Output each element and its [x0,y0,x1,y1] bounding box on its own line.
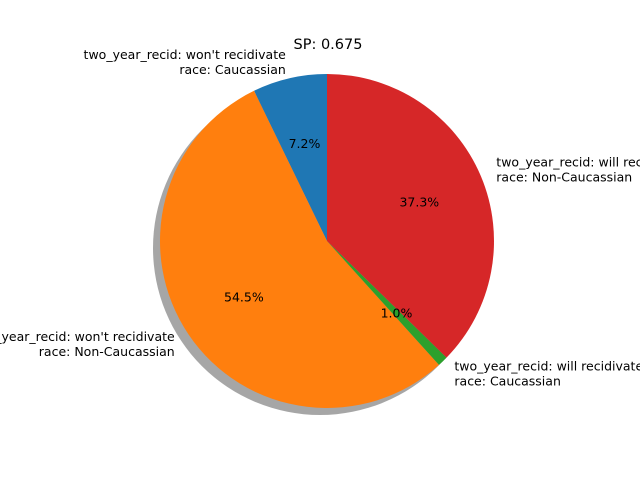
slice-label-line: race: Non-Caucassian [496,170,632,185]
pct-label-1: 7.2% [289,136,321,151]
pie-slice-1 [254,74,327,241]
pie-slices [159,74,494,409]
pie-slice-4 [327,74,494,358]
pct-label-3: 1.0% [381,306,413,321]
pie-slice-2 [159,90,440,409]
chart-title: SP: 0.675 [294,37,363,53]
slice-label-line: two_year_recid: will recidivate [496,155,640,170]
slice-label-line: race: Caucassian [454,373,560,388]
slice-label-line: two_year_recid: won't recidivate [0,329,175,344]
slice-label-3: two_year_recid: will recidivate race: Cau… [454,358,640,388]
slice-label-line: two_year_recid: will recidivate [454,358,640,373]
slice-label-line: race: Non-Caucassian [39,344,175,359]
slice-label-line: two_year_recid: won't recidivate [84,47,287,62]
slice-label-line: race: Caucassian [179,62,285,77]
pie-labels: two_year_recid: won't recidivate race: Ca… [0,47,640,388]
pie-slice-3 [327,241,447,365]
pct-label-2: 54.5% [224,290,264,305]
slice-label-1: two_year_recid: won't recidivate race: Ca… [84,47,287,77]
pct-label-4: 37.3% [399,195,439,210]
